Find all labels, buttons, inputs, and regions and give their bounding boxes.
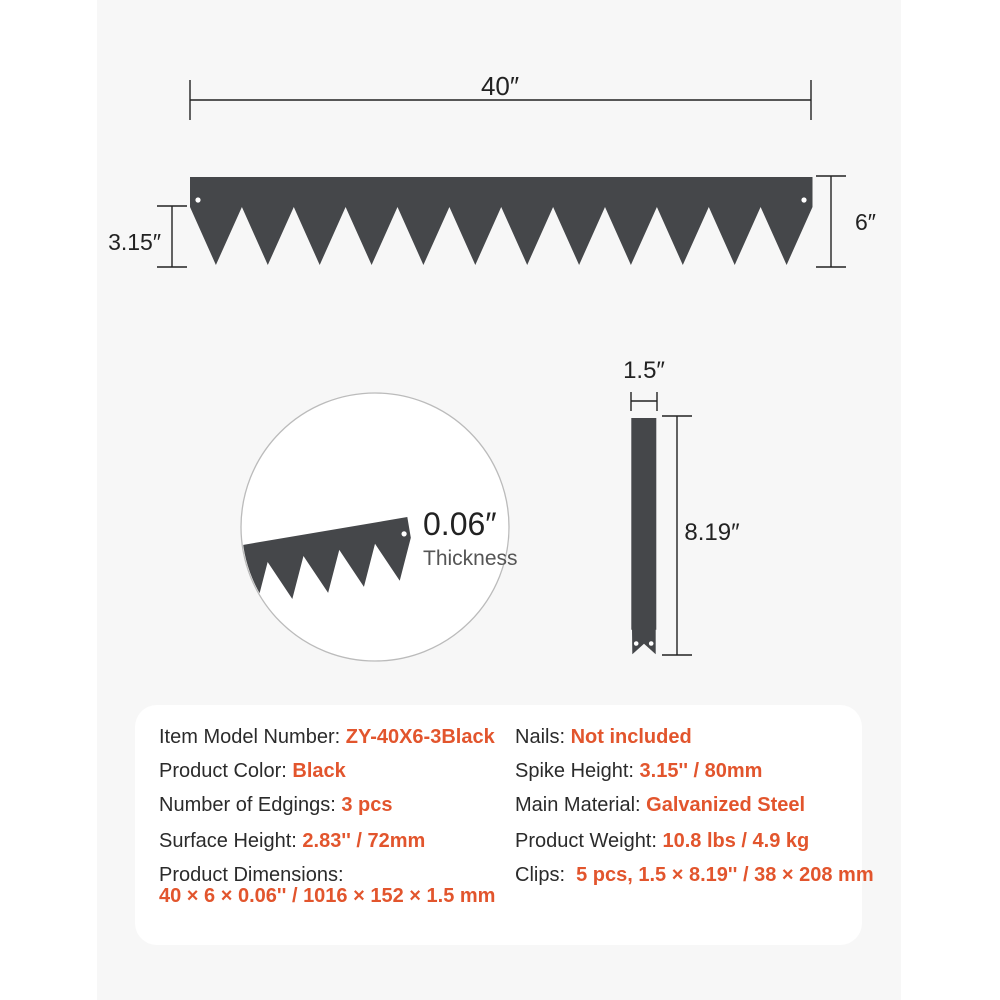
svg-text:0.06″: 0.06″ xyxy=(423,506,497,542)
svg-text:Thickness: Thickness xyxy=(423,547,518,570)
svg-text:8.19″: 8.19″ xyxy=(684,519,740,546)
svg-text:6″: 6″ xyxy=(855,209,876,235)
svg-text:40″: 40″ xyxy=(481,71,519,101)
svg-text:1.5″: 1.5″ xyxy=(623,357,665,384)
svg-text:3.15″: 3.15″ xyxy=(108,229,161,255)
